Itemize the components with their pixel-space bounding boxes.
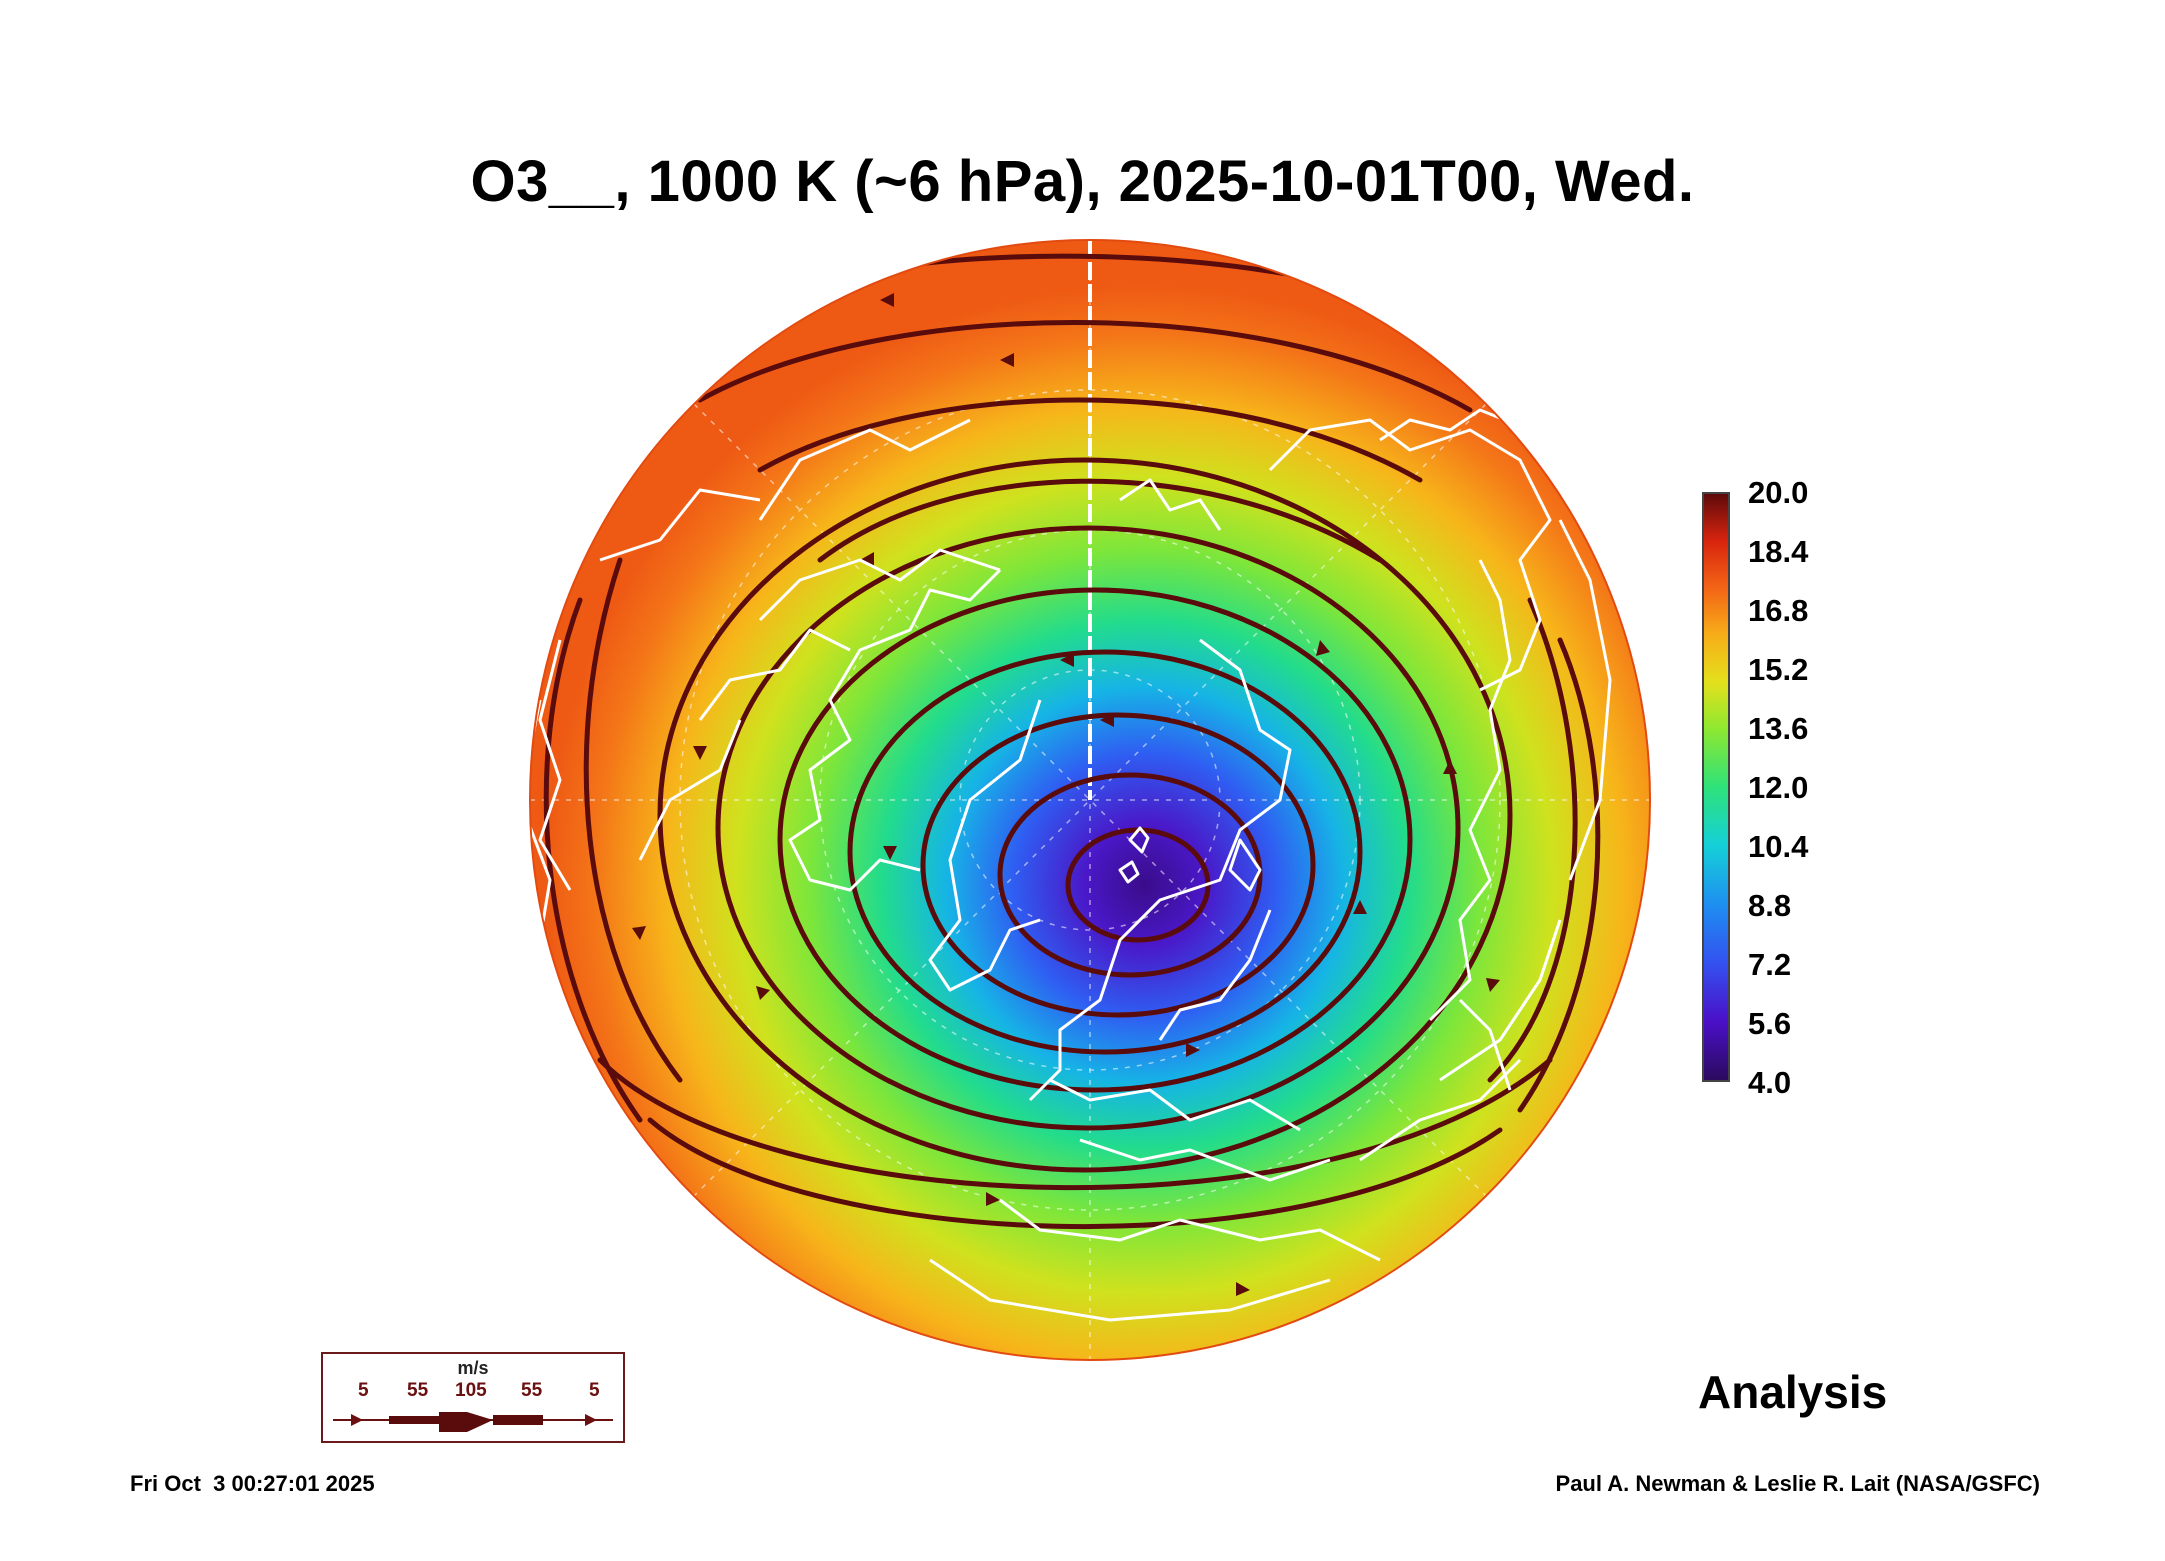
legend-value: 5: [358, 1380, 369, 1401]
colorbar-label: 10.4: [1748, 829, 1809, 864]
analysis-label: Analysis: [1698, 1366, 1888, 1418]
colorbar-label: 16.8: [1748, 593, 1809, 628]
map-title: O3__, 1000 K (~6 hPa), 2025-10-01T00, We…: [470, 149, 1695, 214]
colorbar-label: 18.4: [1748, 534, 1809, 569]
footer-credit: Paul A. Newman & Leslie R. Lait (NASA/GS…: [1555, 1471, 2040, 1496]
colorbar-label: 12.0: [1748, 770, 1809, 805]
colorbar-label-max: 20.0: [1748, 475, 1809, 510]
streamline-arrows: [632, 293, 1500, 1296]
legend-arrow-scale: [333, 1412, 613, 1432]
colorbar-label-min: 4.0: [1748, 1065, 1792, 1100]
footer-timestamp: Fri Oct 3 00:27:01 2025: [130, 1471, 375, 1496]
map-boundary: [529, 239, 1651, 1361]
coastlines: [530, 408, 1612, 1322]
colorbar-label: 5.6: [1748, 1006, 1792, 1041]
wind-speed-legend: m/s 5 55 105 55 5: [321, 1352, 625, 1443]
legend-unit: m/s: [457, 1358, 489, 1378]
legend-value: 5: [589, 1380, 600, 1401]
colorbar-label: 13.6: [1748, 711, 1809, 746]
legend-value: 55: [521, 1380, 543, 1401]
colorbar-label: 15.2: [1748, 652, 1809, 687]
colorbar-label: 8.8: [1748, 888, 1792, 923]
colorbar-label: 7.2: [1748, 947, 1792, 982]
colorbar: [1702, 492, 1730, 1082]
legend-value: 105: [455, 1380, 487, 1401]
legend-value: 55: [407, 1380, 429, 1401]
